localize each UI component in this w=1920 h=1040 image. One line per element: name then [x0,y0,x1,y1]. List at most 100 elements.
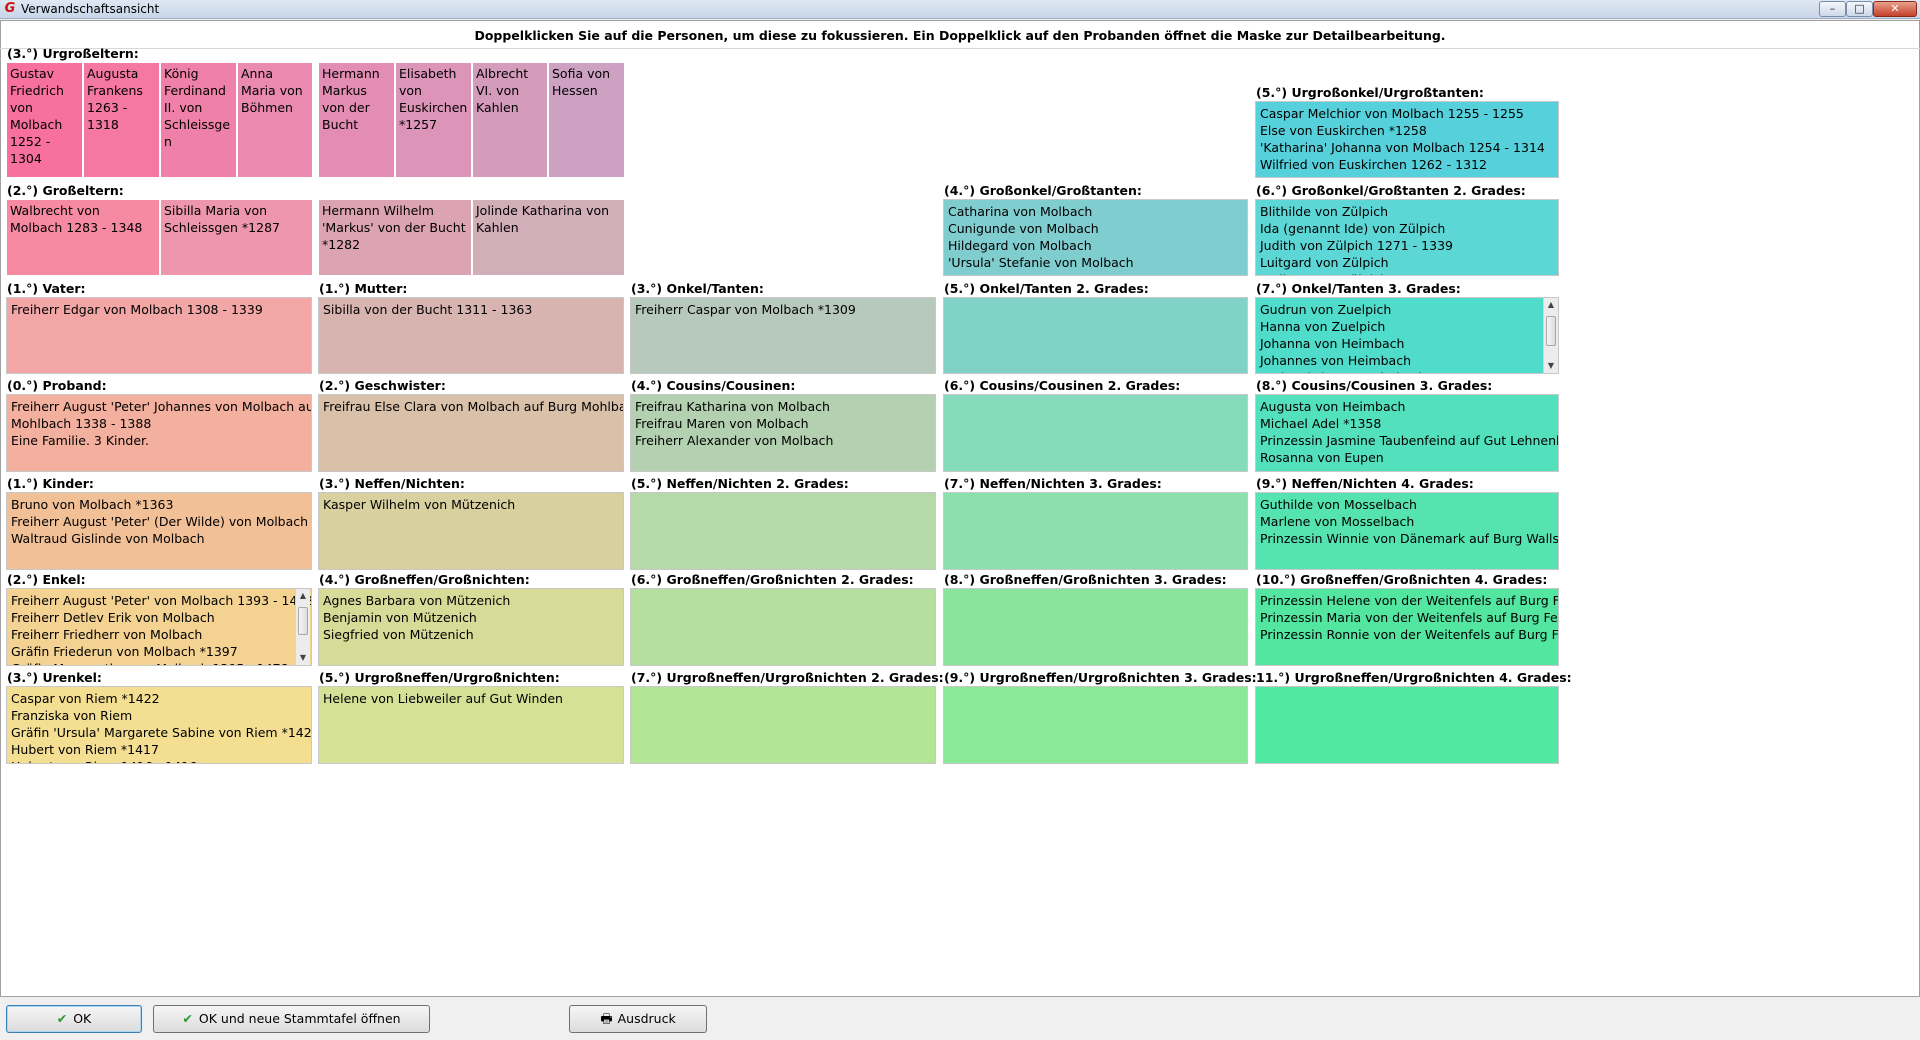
relative-entry[interactable]: Gräfin Margarethe von Molbach 1395 - 147… [11,660,307,665]
print-button[interactable]: 🖶 Ausdruck [569,1005,707,1033]
scroll-up-arrow-icon[interactable]: ▲ [299,591,307,600]
relative-entry[interactable]: Siegfried von Mützenich [323,627,474,642]
relative-entry[interactable]: Freiherr Caspar von Molbach *1309 [635,302,856,317]
relatives-list[interactable]: Caspar Melchior von Molbach 1255 - 1255 E… [1255,101,1559,178]
greatgrandparent-cell[interactable]: Gustav Friedrich von Molbach 1252 - 1304 [6,62,83,178]
relatives-list[interactable] [630,492,936,570]
relatives-list[interactable] [943,394,1248,472]
ok-new-tree-button[interactable]: ✔ OK und neue Stammtafel öffnen [153,1005,430,1033]
relative-entry[interactable]: Eine Familie. 3 Kinder. [11,433,150,448]
relatives-list[interactable] [1255,686,1559,764]
relative-entry[interactable]: Prinzessin Jasmine Taubenfeind auf Gut L… [1260,433,1559,448]
greatgrandparent-cell[interactable]: Hermann Markus von der Bucht [318,62,395,178]
relative-entry[interactable]: Freiherr Detlev Erik von Molbach [11,610,215,625]
maximize-button[interactable]: □ [1846,1,1873,17]
relative-entry[interactable]: Guthilde von Mosselbach [1260,497,1417,512]
relatives-list[interactable]: Caspar von Riem *1422 Franziska von Riem G… [6,686,312,764]
relatives-list[interactable]: Augusta von Heimbach Michael Adel *1358 Pr… [1255,394,1559,472]
relative-entry[interactable]: Caspar von Riem *1422 [11,691,160,706]
relative-entry[interactable]: Helene von Liebweiler auf Gut Winden [323,691,563,706]
relatives-list[interactable]: Kasper Wilhelm von Mützenich [318,492,624,570]
relative-entry[interactable]: Prinzessin Winnie von Dänemark auf Burg … [1260,531,1559,546]
relatives-list[interactable]: Helene von Liebweiler auf Gut Winden [318,686,624,764]
relatives-list[interactable] [943,686,1248,764]
relative-entry[interactable]: 'Ursula' Stefanie von Molbach [948,255,1134,270]
scroll-thumb[interactable] [298,607,308,635]
relative-entry[interactable]: Freifrau Katharina von Molbach [635,399,830,414]
relative-entry[interactable]: Franziska von Riem [11,708,133,723]
relative-entry[interactable]: Wolbero von Zülpich *1276 [1260,271,1554,275]
relative-entry[interactable]: Gräfin 'Ursula' Margarete Sabine von Rie… [11,725,312,740]
scroll-up-arrow-icon[interactable]: ▲ [1547,300,1555,309]
relative-entry[interactable]: Judith von Zülpich 1271 - 1339 [1260,238,1453,253]
relative-entry[interactable]: Gräfin Friederun von Molbach *1397 [11,644,238,659]
relatives-list[interactable] [943,492,1248,570]
window-titlebar[interactable]: G Verwandschaftsansicht – □ ✕ [0,0,1920,19]
relative-entry[interactable]: Gudrun von Zuelpich [1260,302,1392,317]
uncles7-scrollbar[interactable]: ▲ ▼ [1543,298,1558,373]
relatives-list[interactable]: Guthilde von Mosselbach Marlene von Mosse… [1255,492,1559,570]
scroll-thumb[interactable] [1546,316,1556,346]
relative-entry[interactable]: Else von Euskirchen *1258 [1260,123,1427,138]
greatgrandparent-cell[interactable]: Anna Maria von Böhmen [237,62,313,178]
greatgrandparent-cell[interactable]: Augusta Frankens 1263 - 1318 [83,62,160,178]
minimize-button[interactable]: – [1819,1,1846,17]
relative-entry[interactable]: Marlene von Mosselbach [1260,514,1415,529]
grandparent-cell[interactable]: Hermann Wilhelm 'Markus' von der Bucht *… [318,199,472,276]
relative-entry[interactable]: Luitgard von Zülpich [1260,255,1389,270]
relative-entry[interactable]: Freiherr August 'Peter' von Molbach 1393… [11,593,312,608]
relatives-list[interactable]: Agnes Barbara von Mützenich Benjamin von … [318,588,624,666]
relatives-list[interactable] [943,588,1248,666]
greatgrandparent-cell[interactable]: König Ferdinand II. von Schleissgen [160,62,237,178]
greatgrandparent-cell[interactable]: Albrecht VI. von Kahlen [472,62,548,178]
relative-entry[interactable]: Johanna von Heimbach [1260,336,1405,351]
relative-entry[interactable]: Kasper Wilhelm von Mützenich [323,497,516,512]
relative-entry[interactable]: 'Katharina' Johanna von Molbach 1254 - 1… [1260,140,1545,155]
relatives-list[interactable]: Freiherr Edgar von Molbach 1308 - 1339 [6,297,312,374]
grandparent-cell[interactable]: Walbrecht von Molbach 1283 - 1348 [6,199,160,276]
scroll-down-arrow-icon[interactable]: ▼ [299,653,307,662]
relative-entry[interactable]: Prinzessin Helene von der Weitenfels auf… [1260,593,1559,608]
relatives-list[interactable] [630,686,936,764]
relatives-list[interactable]: Catharina von Molbach Cunigunde von Molba… [943,199,1248,276]
relative-entry[interactable]: Caspar Melchior von Molbach 1255 - 1255 [1260,106,1524,121]
relative-entry[interactable]: Freifrau Else Clara von Molbach auf Burg… [323,399,623,414]
relatives-list[interactable]: Bruno von Molbach *1363 Freiherr August '… [6,492,312,570]
ok-button[interactable]: ✔ OK [6,1005,142,1033]
relatives-list[interactable] [630,588,936,666]
relative-entry[interactable]: Ida (genannt Ide) von Zülpich [1260,221,1446,236]
relative-entry[interactable]: Michael Adel *1358 [1260,416,1382,431]
relative-entry[interactable]: Hubert von Riem 1416 - 1416 [11,758,307,763]
grandchildren-scrollbar[interactable]: ▲ ▼ [295,589,310,665]
relative-entry[interactable]: Benjamin von Mützenich [323,610,477,625]
proband-box[interactable]: Freiherr August 'Peter' Johannes von Mol… [6,394,312,472]
grandparent-cell[interactable]: Sibilla Maria von Schleissgen *1287 [160,199,313,276]
relative-entry[interactable]: Mohlbach 1338 - 1388 [11,416,152,431]
greatgrandparent-cell[interactable]: Sofia von Hessen [548,62,625,178]
relative-entry[interactable]: Cunigunde von Molbach [948,221,1099,236]
relative-entry[interactable]: Freiherr Edgar von Molbach 1308 - 1339 [11,302,263,317]
relative-entry[interactable]: Agnes Barbara von Mützenich [323,593,511,608]
relative-entry[interactable]: Wilfried von Euskirchen 1262 - 1312 [1260,157,1487,172]
relative-entry[interactable]: Freifrau Maren von Molbach [635,416,809,431]
relative-entry[interactable]: Johannes von Heimbach [1260,353,1412,368]
close-button[interactable]: ✕ [1873,1,1917,17]
relative-entry[interactable]: Bruno von Molbach *1363 [11,497,174,512]
relatives-list[interactable]: Gudrun von Zuelpich Hanna von Zuelpich Joh… [1255,297,1559,374]
relative-entry[interactable]: Hubert von Riem *1417 [11,742,159,757]
relative-entry[interactable]: Augusta von Heimbach [1260,399,1406,414]
relatives-list[interactable]: Freiherr Caspar von Molbach *1309 [630,297,936,374]
relatives-list[interactable] [943,297,1248,374]
relatives-list[interactable]: Freifrau Else Clara von Molbach auf Burg… [318,394,624,472]
relative-entry[interactable]: Rosanna von Eupen [1260,450,1384,465]
relative-entry[interactable]: Blithilde von Zülpich [1260,204,1388,219]
relative-entry[interactable]: Catharina von Molbach [948,204,1093,219]
relative-entry[interactable]: Prinzessin Maria von der Weitenfels auf … [1260,610,1558,625]
relative-entry[interactable]: Hanna von Zuelpich [1260,319,1386,334]
relatives-list[interactable]: Freiherr August 'Peter' von Molbach 1393… [6,588,312,666]
relative-entry[interactable]: Waltraud Gislinde von Molbach [11,531,205,546]
relative-entry[interactable]: Hildegard von Molbach [948,238,1092,253]
relatives-list[interactable]: Freifrau Katharina von Molbach Freifrau M… [630,394,936,472]
relative-entry[interactable]: Freiherr Friedherr von Molbach [11,627,203,642]
scroll-down-arrow-icon[interactable]: ▼ [1547,361,1555,370]
